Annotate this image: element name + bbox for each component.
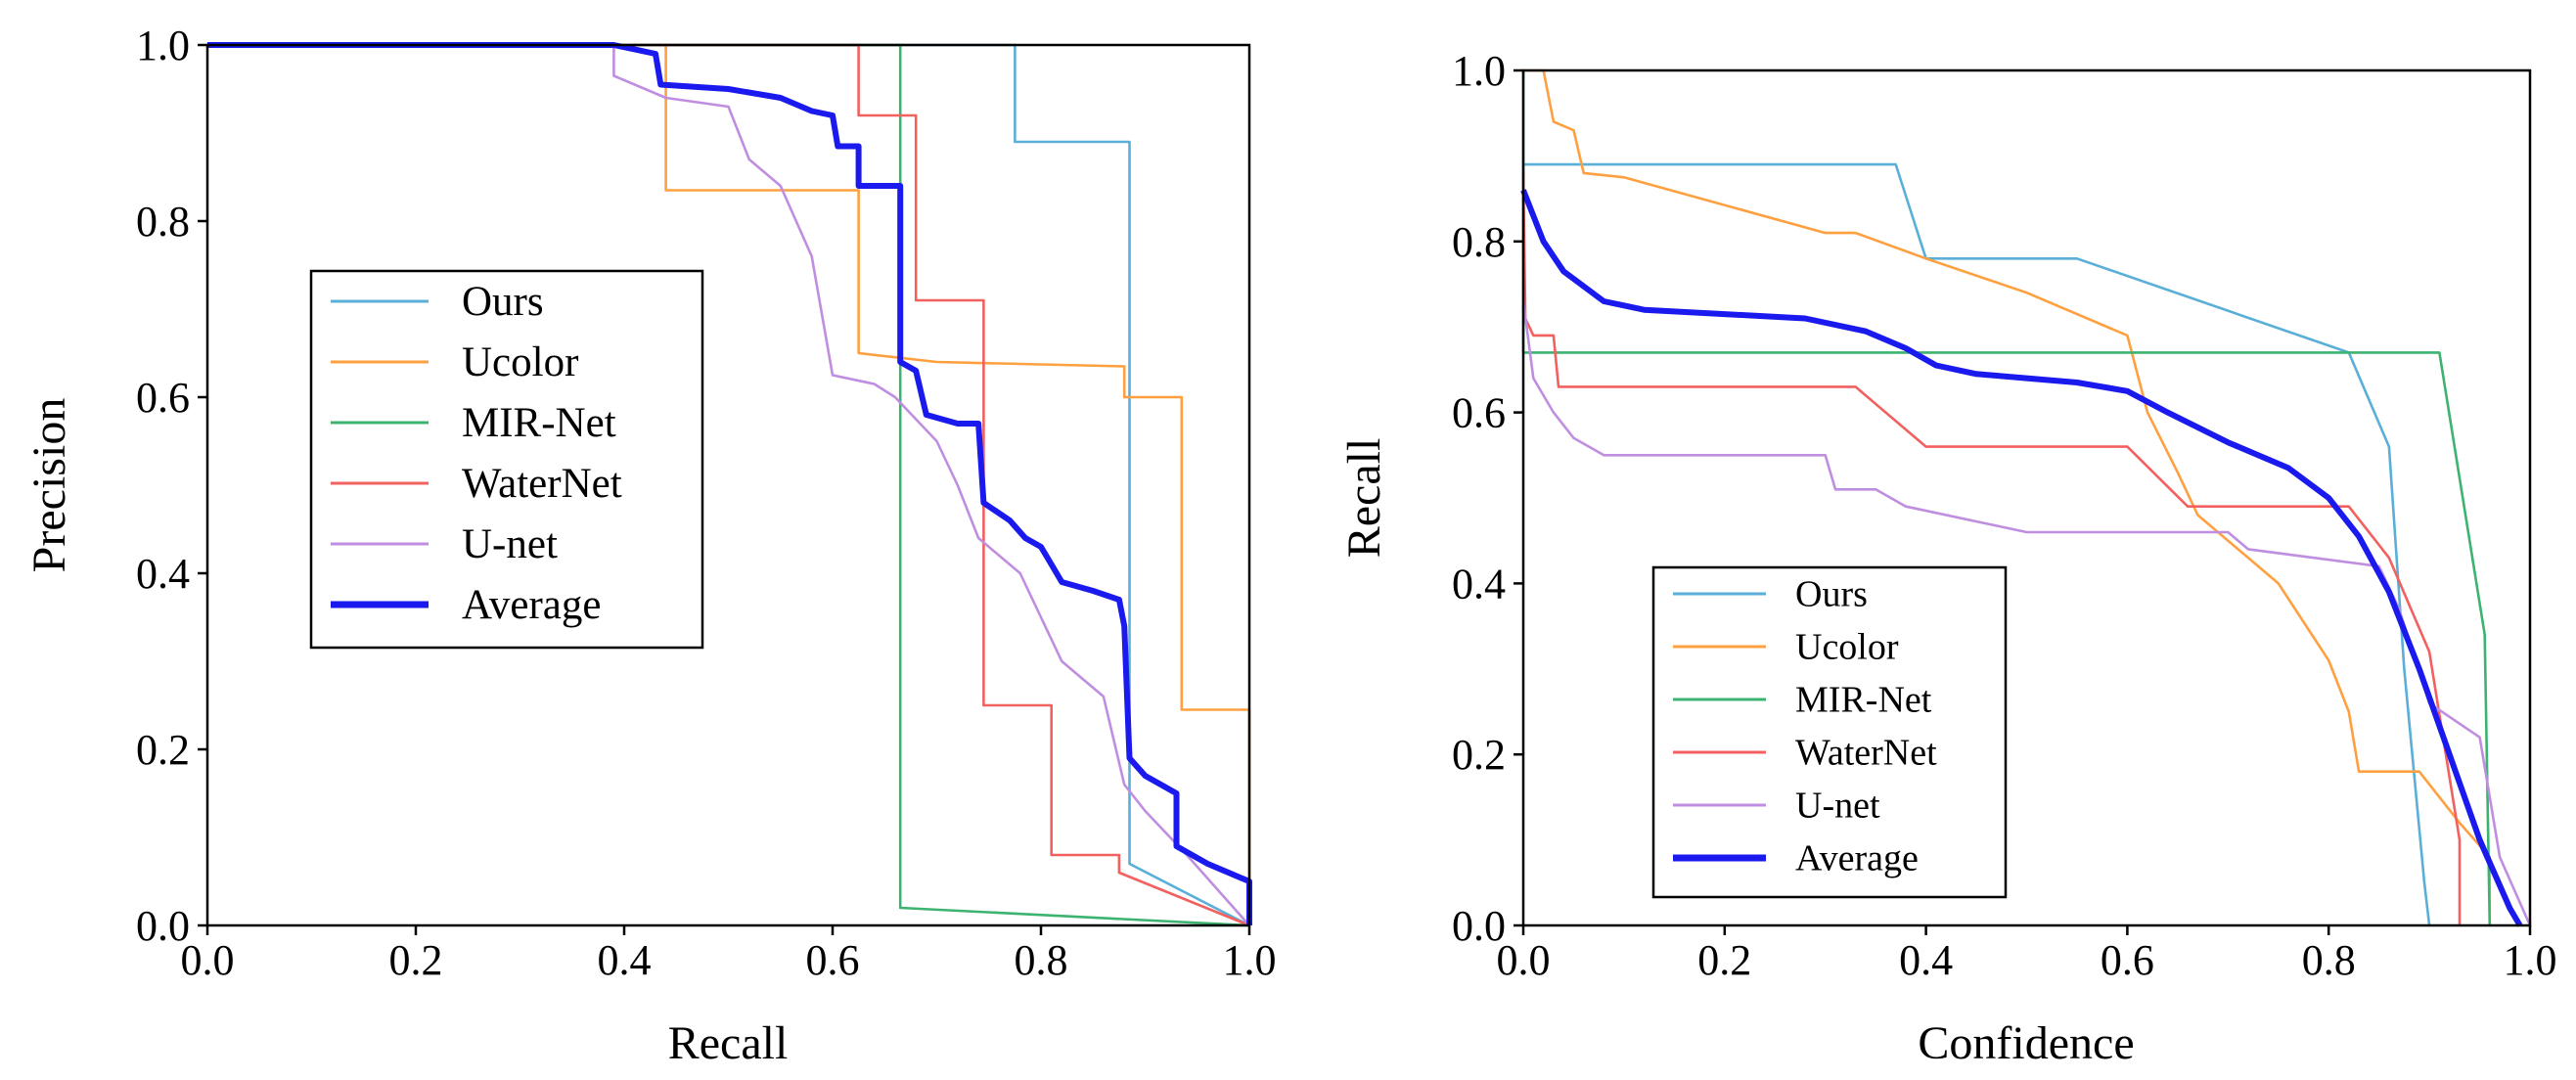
rc-x-tick-label: 0.0 bbox=[1497, 936, 1551, 984]
rc-ticks-layer: 0.0 0.2 0.4 0.6 0.8 1.0 0.0 0.2 0.4 0.6 0.8 1.0 bbox=[1452, 47, 2557, 984]
pr-x-tick-label: 0.8 bbox=[1015, 936, 1068, 984]
rc-legend-label: Average bbox=[1795, 838, 1919, 879]
pr-legend-label: WaterNet bbox=[462, 461, 622, 507]
pr-legend-label: U-net bbox=[462, 521, 558, 567]
pr-y-tick-label: 0.2 bbox=[136, 726, 190, 774]
rc-y-tick-label: 0.0 bbox=[1452, 902, 1506, 950]
rc-y-tick-label: 0.4 bbox=[1452, 560, 1506, 608]
rc-legend-box bbox=[1651, 565, 2008, 899]
pr-series-ucolor-line bbox=[207, 43, 1251, 925]
pr-plot-frame bbox=[205, 43, 1251, 927]
rc-series-u-net-line bbox=[1521, 300, 2532, 926]
pr-ticks-layer: 0.0 0.2 0.4 0.6 0.8 1.0 0.0 0.2 0.4 0.6 0.8 1.0 bbox=[136, 22, 1277, 984]
rc-y-tick-label: 0.8 bbox=[1452, 218, 1506, 266]
rc-x-tick-label: 0.6 bbox=[2101, 936, 2154, 984]
rc-legend-label: U-net bbox=[1795, 786, 1880, 827]
pr-chart: 0.0 0.2 0.4 0.6 0.8 1.0 0.0 0.2 0.4 0.6 0.8 1.0 Rec… bbox=[23, 22, 1277, 1069]
rc-x-tick-label: 0.4 bbox=[1899, 936, 1953, 984]
pr-series-average-line bbox=[207, 42, 1252, 925]
rc-x-axis-label: Confidence bbox=[1918, 1017, 2134, 1069]
rc-legend: Ours Ucolor MIR-Net WaterNet U-net Average bbox=[1651, 565, 2008, 899]
rc-y-tick-label: 0.6 bbox=[1452, 389, 1506, 437]
pr-legend-label: Ours bbox=[462, 279, 544, 325]
rc-y-axis-label: Recall bbox=[1338, 438, 1390, 559]
pr-y-tick-label: 0.4 bbox=[136, 550, 190, 598]
rc-legend-label: Ours bbox=[1795, 574, 1868, 615]
rc-x-tick-label: 0.2 bbox=[1697, 936, 1751, 984]
pr-x-tick-label: 0.6 bbox=[806, 936, 860, 984]
pr-y-axis-label: Precision bbox=[23, 398, 75, 573]
rc-x-tick-label: 1.0 bbox=[2504, 936, 2557, 984]
rc-series-average-line bbox=[1520, 189, 2523, 927]
rc-chart: 0.0 0.2 0.4 0.6 0.8 1.0 0.0 0.2 0.4 0.6 0.8 1.0 Con… bbox=[1338, 47, 2557, 1069]
pr-y-tick-label: 0.0 bbox=[136, 902, 190, 950]
rc-y-tick-label: 0.2 bbox=[1452, 731, 1506, 779]
rc-legend-label: MIR-Net bbox=[1795, 680, 1932, 721]
rc-series-waternet-line bbox=[1521, 172, 2462, 925]
pr-series-u-net-line bbox=[207, 43, 1250, 926]
pr-x-tick-label: 1.0 bbox=[1223, 936, 1277, 984]
pr-legend-label: Ucolor bbox=[462, 339, 578, 385]
pr-y-tick-label: 0.8 bbox=[136, 198, 190, 246]
rc-y-tick-label: 1.0 bbox=[1452, 47, 1506, 95]
pr-y-tick-label: 1.0 bbox=[136, 22, 190, 69]
pr-x-tick-label: 0.4 bbox=[598, 936, 652, 984]
rc-x-tick-label: 0.8 bbox=[2302, 936, 2356, 984]
rc-series-ucolor-line bbox=[1523, 68, 2492, 925]
pr-legend-label: Average bbox=[462, 582, 601, 628]
pr-legend-label: MIR-Net bbox=[462, 400, 616, 446]
rc-plot-frame bbox=[1521, 68, 2532, 927]
rc-legend-label: WaterNet bbox=[1795, 733, 1937, 774]
pr-y-tick-label: 0.6 bbox=[136, 374, 190, 422]
pr-legend: Ours Ucolor MIR-Net WaterNet U-net Average bbox=[309, 269, 704, 650]
pr-legend-box bbox=[309, 269, 704, 650]
pr-x-tick-label: 0.2 bbox=[389, 936, 443, 984]
rc-legend-label: Ucolor bbox=[1795, 627, 1899, 668]
pr-x-axis-label: Recall bbox=[668, 1017, 789, 1069]
pr-x-tick-label: 0.0 bbox=[181, 936, 235, 984]
